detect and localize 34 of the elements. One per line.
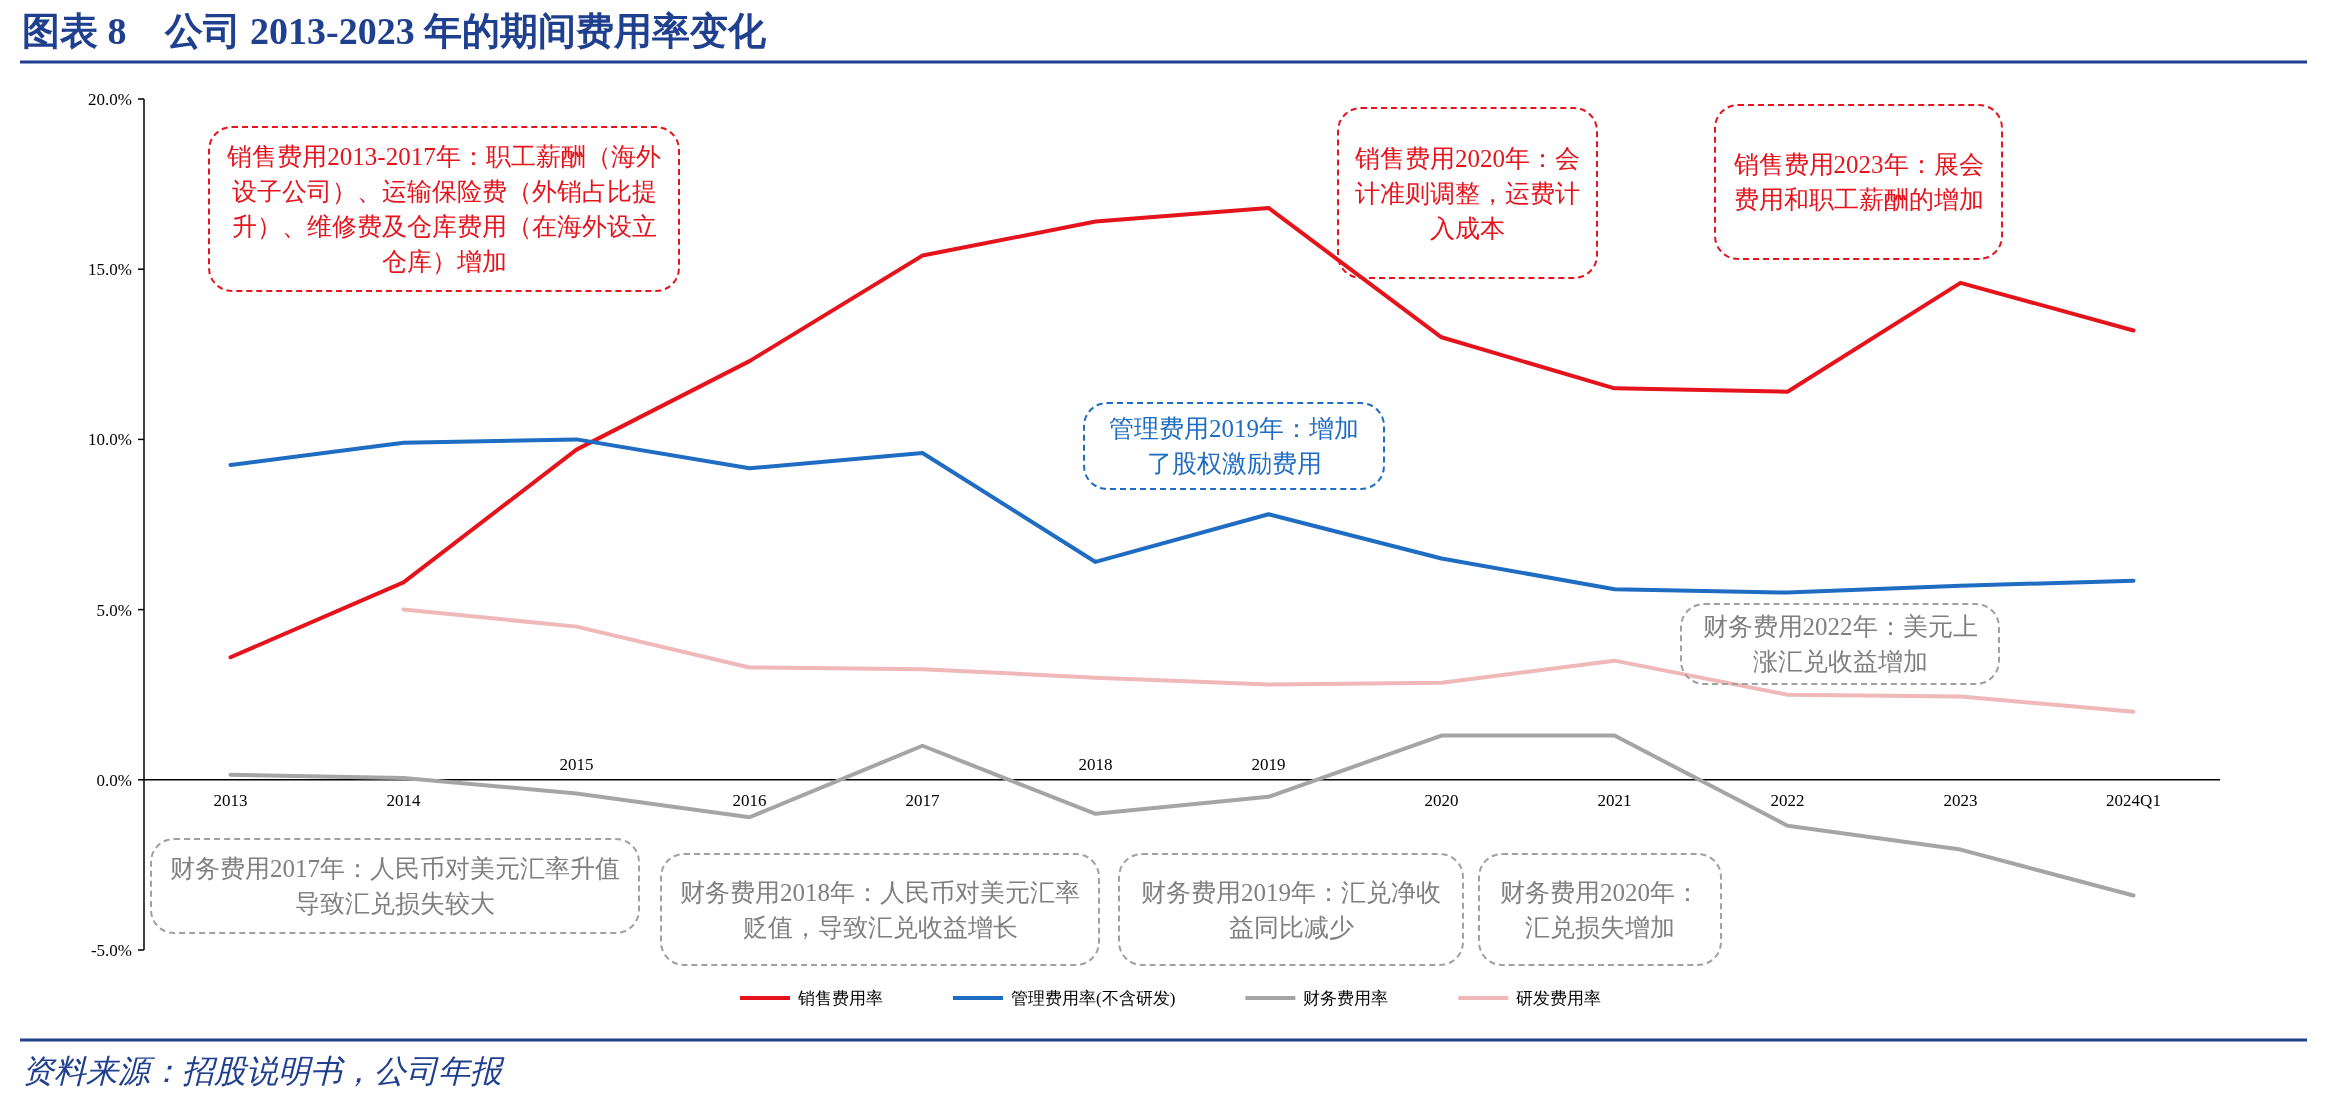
annotation: 财务费用2020年：汇兑损失增加	[1499, 877, 1701, 943]
legend-label: 研发费用率	[1516, 989, 1602, 1008]
y-tick-label: 5.0%	[96, 600, 132, 620]
x-tick-label: 2019	[1251, 754, 1286, 774]
annotation: 财务费用2017年：人民币对美元汇率升值导致汇兑损失较大	[169, 854, 621, 919]
y-tick-label: 20.0%	[88, 90, 132, 109]
x-tick-label: 2013	[213, 790, 248, 810]
x-tick-label: 2018	[1078, 754, 1113, 774]
annotation: 销售费用2013-2017年：职工薪酬（海外设子公司）、运输保险费（外销占比提升）、维修费及仓库费用（在海外设立仓库）增加	[226, 142, 662, 277]
chart-title: 图表 8 公司 2013-2023 年的期间费用率变化	[22, 10, 768, 52]
annotation: 销售费用2023年：展会费用和职工薪酬的增加	[1732, 150, 1985, 215]
legend-label: 财务费用率	[1303, 989, 1389, 1008]
x-tick-label: 2024Q1	[2106, 790, 2161, 810]
annotation: 财务费用2022年：美元上涨汇兑收益增加	[1701, 612, 1979, 677]
annotation: 管理费用2019年：增加了股权激励费用	[1108, 414, 1360, 479]
text: 资料来源：招股说明书，公司年报	[22, 1053, 505, 1089]
x-tick-label: 2023	[1943, 790, 1978, 810]
x-tick-label: 2022	[1770, 790, 1805, 810]
legend-label: 管理费用率(不含研发)	[1011, 989, 1176, 1008]
annotation: 销售费用2020年：会计准则调整，运费计入成本	[1355, 143, 1580, 244]
legend-label: 销售费用率	[797, 989, 883, 1008]
x-tick-label: 2021	[1597, 790, 1632, 810]
y-tick-label: -5.0%	[90, 941, 132, 960]
y-tick-label: 15.0%	[88, 260, 132, 280]
annotation: 财务费用2018年：人民币对美元汇率贬值，导致汇兑收益增长	[679, 877, 1081, 943]
x-tick-label: 2017	[905, 790, 940, 810]
line-series	[401, 607, 2136, 714]
y-tick-label: 0.0%	[96, 770, 132, 790]
y-tick-label: 10.0%	[88, 430, 132, 450]
x-tick-label: 2015	[559, 754, 594, 774]
x-tick-label: 2014	[386, 790, 421, 810]
x-tick-label: 2020	[1424, 790, 1459, 810]
annotation: 财务费用2019年：汇兑净收益同比减少	[1140, 877, 1442, 943]
x-tick-label: 2016	[732, 790, 767, 810]
